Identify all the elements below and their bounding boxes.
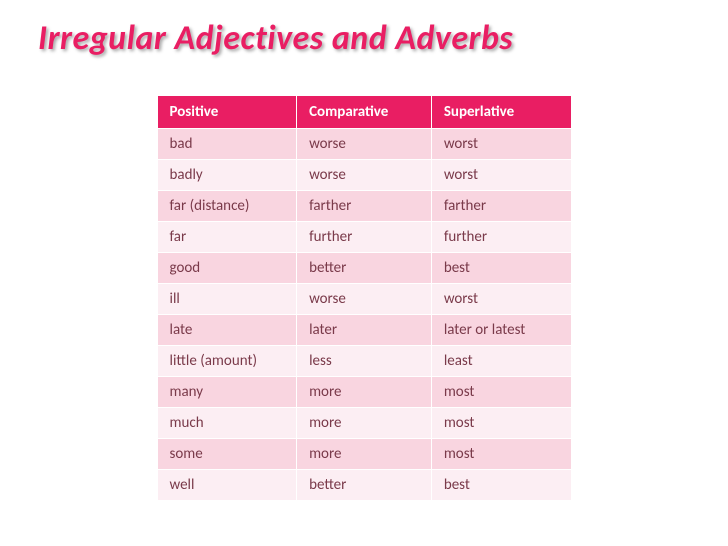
cell-comparative: later (297, 315, 432, 346)
cell-positive: bad (157, 129, 297, 160)
table-row: far further further (157, 222, 571, 253)
cell-positive: much (157, 408, 297, 439)
cell-comparative: worse (297, 160, 432, 191)
cell-superlative: best (431, 470, 571, 501)
cell-superlative: farther (431, 191, 571, 222)
cell-positive: some (157, 439, 297, 470)
col-positive: Positive (157, 96, 297, 129)
cell-positive: well (157, 470, 297, 501)
table-row: late later later or latest (157, 315, 571, 346)
cell-comparative: better (297, 470, 432, 501)
cell-comparative: less (297, 346, 432, 377)
table-row: some more most (157, 439, 571, 470)
cell-positive: far (distance) (157, 191, 297, 222)
cell-positive: little (amount) (157, 346, 297, 377)
cell-superlative: further (431, 222, 571, 253)
cell-superlative: worst (431, 284, 571, 315)
table-row: ill worse worst (157, 284, 571, 315)
table-row: little (amount) less least (157, 346, 571, 377)
cell-superlative: least (431, 346, 571, 377)
slide-title: Irregular Adjectives and Adverbs (30, 18, 698, 59)
table-row: much more most (157, 408, 571, 439)
cell-positive: late (157, 315, 297, 346)
irregular-adjectives-table: Positive Comparative Superlative bad wor… (157, 95, 572, 501)
cell-superlative: most (431, 377, 571, 408)
cell-comparative: farther (297, 191, 432, 222)
cell-comparative: better (297, 253, 432, 284)
cell-positive: far (157, 222, 297, 253)
cell-comparative: more (297, 408, 432, 439)
cell-superlative: most (431, 439, 571, 470)
col-comparative: Comparative (297, 96, 432, 129)
cell-superlative: later or latest (431, 315, 571, 346)
col-superlative: Superlative (431, 96, 571, 129)
cell-positive: badly (157, 160, 297, 191)
table-row: bad worse worst (157, 129, 571, 160)
cell-comparative: more (297, 439, 432, 470)
cell-positive: good (157, 253, 297, 284)
table-row: many more most (157, 377, 571, 408)
table-container: Positive Comparative Superlative bad wor… (30, 95, 698, 501)
cell-positive: ill (157, 284, 297, 315)
cell-comparative: more (297, 377, 432, 408)
cell-comparative: worse (297, 284, 432, 315)
table-row: well better best (157, 470, 571, 501)
table-header-row: Positive Comparative Superlative (157, 96, 571, 129)
cell-superlative: most (431, 408, 571, 439)
cell-superlative: worst (431, 129, 571, 160)
table-body: bad worse worst badly worse worst far (d… (157, 129, 571, 501)
cell-superlative: best (431, 253, 571, 284)
cell-superlative: worst (431, 160, 571, 191)
cell-comparative: further (297, 222, 432, 253)
cell-comparative: worse (297, 129, 432, 160)
table-row: good better best (157, 253, 571, 284)
slide-container: Irregular Adjectives and Adverbs Positiv… (0, 0, 728, 546)
table-row: far (distance) farther farther (157, 191, 571, 222)
table-row: badly worse worst (157, 160, 571, 191)
cell-positive: many (157, 377, 297, 408)
